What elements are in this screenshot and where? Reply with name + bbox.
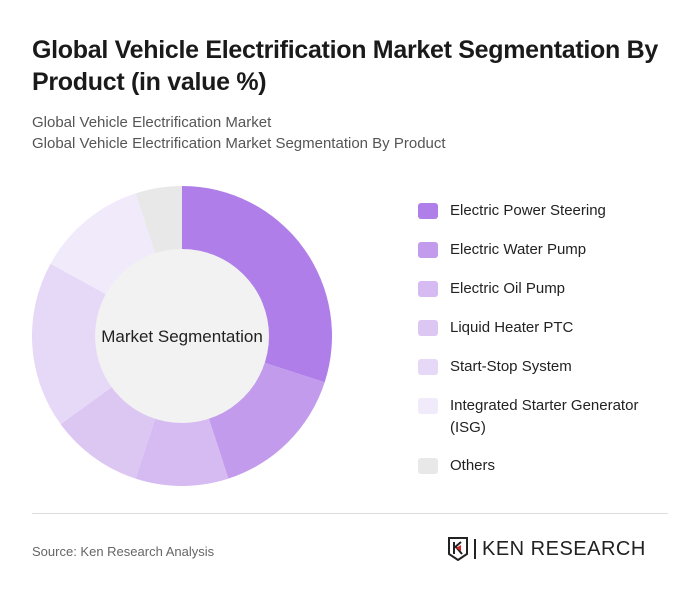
legend-label: Electric Water Pump — [450, 241, 587, 258]
donut-hole — [95, 249, 269, 423]
legend-swatch — [418, 398, 438, 414]
legend-swatch — [418, 458, 438, 474]
center-label: Market Segmentation — [101, 327, 263, 346]
legend-label: Start-Stop System — [450, 358, 572, 375]
legend-item: Liquid Heater PTC — [418, 317, 678, 339]
legend-swatch — [418, 203, 438, 219]
legend-label: Electric Power Steering — [450, 202, 606, 219]
legend-label: Integrated Starter Generator (ISG) — [450, 397, 639, 436]
legend-swatch — [418, 359, 438, 375]
chart-title: Global Vehicle Electrification Market Se… — [32, 36, 658, 96]
legend-item: Electric Water Pump — [418, 239, 678, 261]
legend-label: Others — [450, 457, 496, 474]
subtitle-market: Global Vehicle Electrification Market — [32, 114, 272, 131]
legend-item: Electric Oil Pump — [418, 278, 678, 300]
legend-label: Liquid Heater PTC — [450, 319, 574, 336]
legend-label: Electric Oil Pump — [450, 280, 566, 297]
ken-research-logo: KEN RESEARCH — [448, 537, 646, 561]
logo-text: KEN RESEARCH — [474, 539, 646, 559]
legend: Electric Power Steering Electric Water Pu… — [418, 200, 678, 494]
legend-item: Electric Power Steering — [418, 200, 678, 222]
source-note: Source: Ken Research Analysis — [32, 544, 215, 559]
divider — [32, 513, 668, 514]
legend-item: Start-Stop System — [418, 356, 678, 378]
legend-swatch — [418, 320, 438, 336]
legend-swatch — [418, 281, 438, 297]
subtitle-segmentation: Global Vehicle Electrification Market Se… — [32, 135, 446, 152]
legend-item: Integrated Starter Generator (ISG) — [418, 395, 678, 439]
donut-chart: Market Segmentation — [32, 186, 332, 486]
legend-item: Others — [418, 455, 678, 477]
legend-swatch — [418, 242, 438, 258]
logo-icon — [448, 537, 468, 561]
